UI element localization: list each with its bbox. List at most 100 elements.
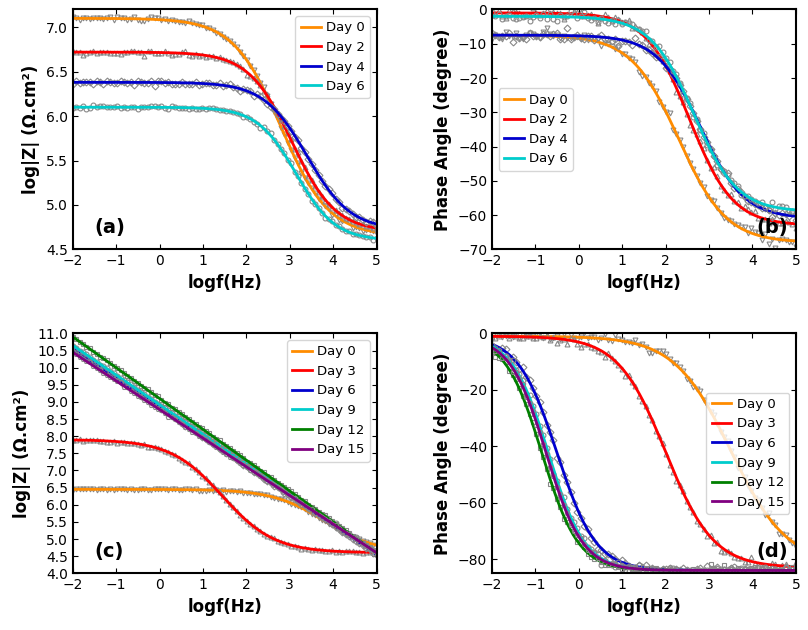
Day 0 bbox=[122, 15, 132, 23]
Line: Day 0: Day 0 bbox=[492, 336, 796, 544]
Day 4 bbox=[122, 79, 132, 86]
X-axis label: logf(Hz): logf(Hz) bbox=[187, 598, 262, 616]
Day 3 bbox=[122, 438, 132, 446]
Line: Day 0: Day 0 bbox=[73, 18, 377, 232]
Day 4 bbox=[68, 79, 78, 86]
Y-axis label: Phase Angle (degree): Phase Angle (degree) bbox=[435, 352, 452, 554]
Day 15 bbox=[247, 467, 257, 474]
Day 15 bbox=[716, 566, 726, 574]
Day 4 bbox=[541, 32, 550, 39]
Text: (a): (a) bbox=[94, 219, 125, 238]
Day 6 bbox=[667, 63, 676, 71]
Day 15 bbox=[791, 567, 801, 575]
Day 4 bbox=[625, 38, 634, 46]
Day 6 bbox=[247, 116, 257, 123]
Y-axis label: log|Z| (Ω.cm²): log|Z| (Ω.cm²) bbox=[23, 65, 40, 194]
Line: Day 12: Day 12 bbox=[73, 337, 377, 553]
Legend: Day 0, Day 2, Day 4, Day 6: Day 0, Day 2, Day 4, Day 6 bbox=[296, 16, 370, 98]
Day 2 bbox=[372, 224, 381, 232]
Day 6 bbox=[271, 483, 280, 490]
Day 3 bbox=[667, 461, 676, 469]
Day 9 bbox=[146, 395, 156, 403]
Day 6 bbox=[205, 438, 215, 445]
Day 6 bbox=[791, 567, 801, 575]
Line: Day 3: Day 3 bbox=[73, 440, 377, 553]
Day 0 bbox=[68, 486, 78, 493]
Day 6 bbox=[122, 103, 132, 111]
Day 12 bbox=[372, 549, 381, 556]
Day 6 bbox=[690, 113, 700, 120]
Day 6 bbox=[205, 105, 215, 113]
Day 0 bbox=[791, 541, 801, 548]
Day 3 bbox=[690, 512, 700, 519]
Day 4 bbox=[690, 112, 700, 119]
Day 3 bbox=[625, 374, 634, 382]
Day 0 bbox=[487, 32, 497, 39]
Text: (b): (b) bbox=[756, 219, 788, 238]
Day 12 bbox=[791, 567, 801, 575]
Line: Day 6: Day 6 bbox=[492, 16, 796, 210]
Day 0 bbox=[566, 333, 575, 341]
Day 12 bbox=[487, 346, 497, 354]
Day 15 bbox=[122, 384, 132, 391]
Day 9 bbox=[271, 480, 280, 488]
Day 0 bbox=[487, 333, 497, 340]
Line: Day 4: Day 4 bbox=[492, 35, 796, 216]
Line: Day 12: Day 12 bbox=[492, 350, 796, 571]
Day 15 bbox=[68, 348, 78, 356]
Day 9 bbox=[205, 435, 215, 443]
Day 3 bbox=[297, 544, 306, 551]
Line: Day 4: Day 4 bbox=[73, 83, 377, 224]
Day 6 bbox=[541, 416, 550, 424]
Day 6 bbox=[541, 13, 550, 20]
Day 6 bbox=[372, 551, 381, 558]
Day 12 bbox=[566, 525, 575, 533]
Day 4 bbox=[297, 143, 306, 151]
Day 3 bbox=[372, 549, 381, 556]
Day 3 bbox=[68, 436, 78, 444]
Day 2 bbox=[146, 49, 156, 56]
Day 2 bbox=[247, 72, 257, 80]
Day 12 bbox=[667, 566, 676, 574]
Y-axis label: log|Z| (Ω.cm²): log|Z| (Ω.cm²) bbox=[14, 389, 32, 518]
Day 6 bbox=[297, 179, 306, 186]
Legend: Day 0, Day 3, Day 6, Day 9, Day 12, Day 15: Day 0, Day 3, Day 6, Day 9, Day 12, Day … bbox=[706, 392, 789, 514]
Day 12 bbox=[205, 431, 215, 438]
Line: Day 2: Day 2 bbox=[73, 52, 377, 228]
Day 6 bbox=[716, 566, 726, 574]
Day 2 bbox=[625, 21, 634, 29]
Day 15 bbox=[205, 439, 215, 447]
Day 6 bbox=[791, 206, 801, 214]
Day 4 bbox=[716, 163, 726, 171]
Day 0 bbox=[690, 382, 700, 390]
Day 0 bbox=[716, 427, 726, 434]
Day 0 bbox=[247, 490, 257, 497]
Day 2 bbox=[205, 52, 215, 60]
Day 15 bbox=[372, 549, 381, 556]
Day 9 bbox=[716, 566, 726, 574]
Day 6 bbox=[68, 345, 78, 353]
Day 12 bbox=[146, 389, 156, 396]
Day 4 bbox=[205, 80, 215, 88]
Day 6 bbox=[372, 234, 381, 242]
Day 4 bbox=[667, 69, 676, 77]
Day 3 bbox=[247, 521, 257, 529]
Legend: Day 0, Day 2, Day 4, Day 6: Day 0, Day 2, Day 4, Day 6 bbox=[499, 88, 573, 171]
Day 6 bbox=[297, 500, 306, 507]
Line: Day 6: Day 6 bbox=[73, 107, 377, 238]
Day 9 bbox=[297, 498, 306, 505]
Day 4 bbox=[146, 79, 156, 86]
Line: Day 9: Day 9 bbox=[73, 345, 377, 553]
Day 3 bbox=[791, 563, 801, 570]
Day 6 bbox=[247, 466, 257, 474]
Day 0 bbox=[667, 357, 676, 365]
Day 2 bbox=[690, 129, 700, 136]
Day 9 bbox=[791, 567, 801, 575]
Day 6 bbox=[625, 22, 634, 30]
Day 0 bbox=[372, 228, 381, 236]
Day 2 bbox=[791, 220, 801, 227]
Day 0 bbox=[271, 111, 280, 118]
Day 0 bbox=[667, 118, 676, 126]
Day 6 bbox=[146, 103, 156, 111]
Day 6 bbox=[667, 566, 676, 573]
